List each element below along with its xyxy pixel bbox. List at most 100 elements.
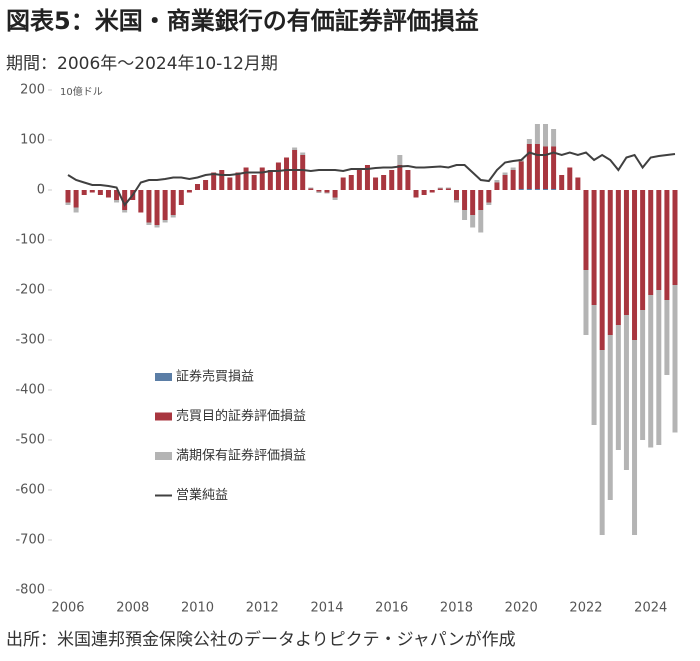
bar-segment — [518, 161, 524, 189]
unit-label: 10億ドル — [60, 85, 103, 98]
bar-segment — [138, 190, 144, 213]
y-tick-label: 100 — [20, 133, 45, 148]
bar-segment — [308, 187, 314, 189]
bar-segment — [583, 270, 589, 335]
bar-segment — [599, 350, 605, 535]
bar-segment — [381, 175, 387, 190]
bar-segment — [292, 147, 298, 150]
bar-segment — [526, 139, 532, 144]
bar-segment — [356, 170, 362, 190]
bar-segment — [615, 325, 621, 450]
bar-segment — [623, 315, 629, 470]
x-tick-label: 2022 — [569, 601, 602, 616]
y-tick-label: -600 — [15, 483, 45, 498]
bar-segment — [648, 190, 654, 295]
bar-segment — [534, 144, 540, 189]
bar-segment — [324, 190, 330, 193]
bar-segment — [178, 190, 184, 205]
bar-segment — [518, 189, 524, 190]
bar-segment — [453, 190, 459, 200]
bar-segment — [632, 190, 638, 340]
bar-segment — [437, 187, 443, 189]
bar-segment — [445, 188, 451, 190]
bar-segment — [324, 192, 330, 194]
y-tick-label: -100 — [15, 233, 45, 248]
bar-segment — [664, 300, 670, 375]
bar-segment — [526, 189, 532, 190]
bar-segment — [170, 215, 176, 218]
bar-segment — [154, 225, 160, 228]
legend-label: 満期保有証券評価損益 — [176, 448, 306, 464]
bar-segment — [146, 222, 152, 225]
bar-segment — [656, 190, 662, 290]
bar-segment — [429, 190, 435, 193]
chart-subtitle: 期間：2006年～2024年10-12月期 — [6, 54, 278, 74]
legend-swatch — [155, 452, 172, 460]
y-tick-label: 200 — [20, 83, 45, 98]
bar-segment — [105, 190, 111, 198]
bar-segment — [243, 167, 249, 190]
x-tick-label: 2016 — [375, 601, 408, 616]
legend-label: 証券売買損益 — [176, 369, 254, 385]
bar-segment — [348, 175, 354, 190]
y-tick-label: -300 — [15, 333, 45, 348]
bar-segment — [510, 167, 516, 170]
bar-segment — [494, 180, 500, 183]
bar-segment — [526, 144, 532, 189]
bar-segment — [648, 295, 654, 448]
bar-segment — [502, 175, 508, 190]
bar-segment — [251, 175, 257, 190]
x-tick-label: 2006 — [51, 601, 84, 616]
x-tick-label: 2024 — [634, 601, 667, 616]
bar-segment — [219, 170, 225, 190]
bar-segment — [672, 190, 678, 285]
bar-segment — [146, 190, 152, 223]
bar-segment — [591, 305, 597, 425]
bar-segment — [316, 191, 322, 193]
bar-segment — [534, 189, 540, 190]
bar-segment — [583, 190, 589, 270]
bar-segment — [559, 175, 565, 190]
bar-segment — [494, 182, 500, 190]
bar-segment — [510, 170, 516, 190]
bar-segment — [194, 184, 200, 190]
bar-segment — [543, 124, 549, 147]
bar-segment — [73, 190, 79, 208]
bar-segment — [81, 190, 87, 195]
bar-segment — [551, 146, 557, 189]
bar-segment — [267, 170, 273, 190]
x-tick-label: 2008 — [116, 601, 149, 616]
bar-segment — [65, 190, 71, 203]
y-tick-label: -200 — [15, 283, 45, 298]
bar-segment — [332, 197, 338, 200]
line-series — [67, 151, 676, 207]
legend-swatch — [155, 373, 172, 381]
bar-segment — [162, 190, 168, 220]
chart-title: 図表5：米国・商業銀行の有価証券評価損益 — [6, 7, 479, 35]
bar-segment — [413, 190, 419, 198]
bar-segment — [122, 210, 128, 213]
bar-segment — [437, 188, 443, 190]
y-tick-label: -500 — [15, 433, 45, 448]
bar-segment — [607, 190, 613, 335]
bar-segment — [640, 310, 646, 440]
bar-segment — [607, 335, 613, 500]
bar-segment — [65, 202, 71, 205]
bar-segment — [227, 177, 233, 190]
bar-segment — [405, 170, 411, 190]
legend-label: 営業純益 — [176, 487, 228, 503]
bar-segment — [186, 190, 192, 193]
bar-segment — [591, 190, 597, 305]
bar-segment — [551, 189, 557, 190]
bar-segment — [453, 200, 459, 203]
bar-segment — [397, 165, 403, 190]
bar-segment — [664, 190, 670, 300]
bar-segment — [551, 129, 557, 147]
bar-segment — [162, 220, 168, 223]
bar-segment — [284, 157, 290, 190]
x-tick-label: 2014 — [310, 601, 343, 616]
bar-segment — [470, 190, 476, 215]
bar-segment — [478, 190, 484, 210]
bar-segment — [332, 190, 338, 198]
